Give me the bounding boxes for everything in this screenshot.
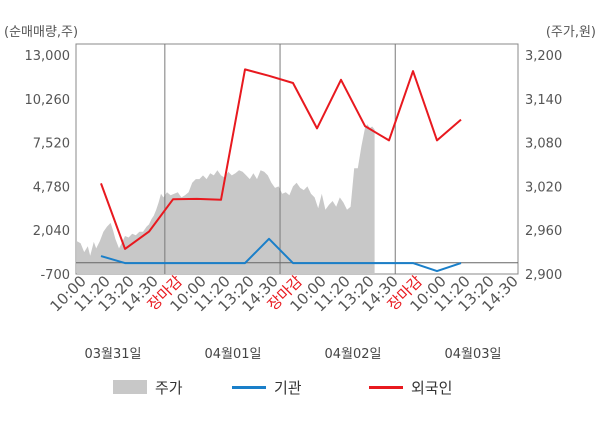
left-tick-label: 7,520 (33, 137, 70, 152)
right-axis-unit: (주가,원) (546, 25, 596, 40)
series-line-layer (100, 68, 462, 273)
legend-item-institution: 기관 (232, 372, 302, 402)
date-label: 04월02일 (324, 347, 381, 362)
price-area-layer (77, 124, 375, 274)
legend-swatch-institution (232, 385, 266, 389)
left-tick-label: 4,780 (33, 180, 70, 195)
left-tick-label: -700 (40, 268, 70, 283)
right-tick-label: 3,200 (525, 49, 562, 64)
right-tick-label: 3,020 (525, 180, 562, 195)
left-axis-unit: (순매매량,주) (4, 25, 78, 40)
right-tick-label: 3,080 (525, 137, 562, 152)
price-area (77, 124, 375, 274)
date-label: 03월31일 (84, 347, 141, 362)
right-axis: 3,200 3,140 3,080 3,020 2,960 2,900 (525, 49, 562, 283)
date-label: 04월01일 (204, 347, 261, 362)
left-tick-label: 10,260 (25, 93, 71, 108)
legend-swatch-foreign (369, 385, 403, 389)
date-axis: 03월31일 04월01일 04월02일 04월03일 (84, 347, 501, 362)
legend-label-price: 주가 (155, 378, 183, 397)
right-tick-label: 2,900 (525, 268, 562, 283)
legend-item-price: 주가 (113, 372, 183, 402)
legend-label-foreign: 외국인 (411, 378, 453, 397)
legend-label-institution: 기관 (274, 378, 302, 397)
legend: 주가 기관 외국인 (0, 372, 600, 402)
right-tick-label: 2,960 (525, 224, 562, 239)
x-axis: 10:0011:2013:2014:30장마감10:0011:2013:2014… (47, 272, 522, 315)
left-axis: 13,000 10,260 7,520 4,780 2,040 -700 (25, 49, 71, 283)
left-tick-label: 2,040 (33, 224, 70, 239)
left-tick-label: 13,000 (25, 49, 71, 64)
foreign-line (100, 68, 462, 250)
institution-line (100, 237, 462, 273)
date-label: 04월03일 (444, 347, 501, 362)
legend-swatch-price (113, 380, 147, 394)
right-tick-label: 3,140 (525, 93, 562, 108)
legend-item-foreign: 외국인 (369, 372, 452, 402)
